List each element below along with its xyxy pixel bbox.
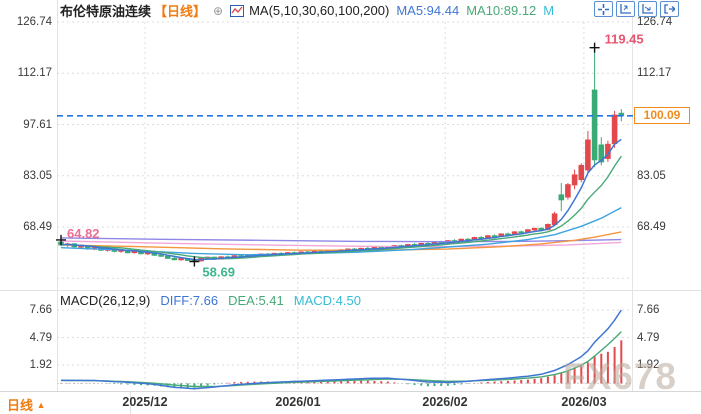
dea-line bbox=[61, 331, 622, 388]
candle-body bbox=[531, 227, 538, 231]
candle bbox=[585, 130, 591, 174]
plot-right-border bbox=[632, 0, 633, 391]
main-y-axis-label-right: 83.05 bbox=[637, 170, 666, 182]
candle-body bbox=[491, 235, 498, 238]
macd-y-axis-label-right: 1.92 bbox=[637, 359, 660, 371]
chart-type-icon[interactable] bbox=[230, 4, 245, 17]
candle-body bbox=[164, 255, 171, 259]
macd-settings-label[interactable]: MACD(26,12,9) bbox=[60, 293, 151, 308]
main-y-axis-label-left: 126.74 bbox=[16, 16, 52, 28]
instrument-title: 布伦特原油连续 bbox=[60, 4, 152, 19]
ma10-line bbox=[60, 155, 622, 260]
candle bbox=[171, 256, 178, 261]
candle-body bbox=[571, 174, 578, 186]
main-y-axis-label-left: 112.17 bbox=[17, 67, 52, 79]
candle bbox=[578, 163, 585, 183]
panel-separator bbox=[0, 290, 701, 291]
x-axis-month-label: 2026/01 bbox=[275, 395, 321, 409]
candle-body bbox=[158, 254, 164, 257]
extreme-cross-marker bbox=[56, 234, 66, 245]
bottom-bar-divider bbox=[130, 392, 131, 414]
candle bbox=[491, 234, 498, 238]
main-y-axis-label-right: 68.49 bbox=[637, 221, 666, 233]
ma-settings-label[interactable]: MA(5,10,30,60,100,200) bbox=[249, 3, 390, 18]
main-y-axis-label-right: 126.74 bbox=[637, 16, 673, 28]
candle-body bbox=[518, 231, 525, 234]
macd-y-axis-label-right: 4.79 bbox=[637, 332, 660, 344]
diff-legend: DIFF:7.66 bbox=[160, 293, 219, 308]
candle bbox=[178, 257, 184, 261]
candle bbox=[531, 227, 538, 232]
candle bbox=[518, 230, 525, 234]
ma10-legend: MA10:89.12 bbox=[466, 3, 537, 18]
candle-body bbox=[558, 194, 565, 201]
time-axis-bar: 日线 ▲ 2025/12 2026/01 2026/02 2026/03 bbox=[0, 391, 701, 414]
x-axis-month-label: 2026/03 bbox=[561, 395, 607, 409]
diff-line bbox=[60, 309, 622, 390]
chart-toolbar bbox=[594, 1, 679, 17]
ma30-line bbox=[60, 206, 622, 256]
crosshair-icon[interactable] bbox=[594, 1, 613, 17]
macd-y-axis-label-left: 7.66 bbox=[29, 304, 52, 316]
fit-right-axis-icon[interactable] bbox=[638, 1, 657, 17]
current-price-badge: 100.09 bbox=[634, 107, 690, 124]
candle bbox=[505, 232, 511, 236]
candle-body bbox=[171, 257, 178, 261]
candle-body bbox=[591, 89, 598, 161]
candle-body bbox=[598, 144, 605, 163]
ma-more-legend: M bbox=[543, 3, 555, 18]
period-selector-button[interactable]: 日线 ▲ bbox=[7, 395, 46, 414]
candle bbox=[565, 183, 571, 200]
ma60-line bbox=[60, 231, 622, 251]
add-indicator-icon[interactable]: ⊕ bbox=[213, 3, 224, 18]
macd-value-legend: MACD:4.50 bbox=[293, 293, 361, 308]
main-y-axis-label-left: 68.49 bbox=[23, 221, 52, 233]
candle-body bbox=[505, 233, 511, 236]
macd-y-axis-label-left: 1.92 bbox=[29, 359, 52, 371]
gridlines bbox=[57, 21, 632, 390]
plot-left-border bbox=[57, 0, 58, 391]
macd-histogram bbox=[60, 340, 623, 388]
period-selector-label: 日线 bbox=[7, 398, 34, 413]
fit-left-axis-icon[interactable] bbox=[616, 1, 635, 17]
candle-body bbox=[178, 258, 184, 261]
ma5-legend: MA5:94.44 bbox=[396, 3, 460, 18]
dea-legend: DEA:5.41 bbox=[228, 293, 284, 308]
x-axis-month-label: 2025/12 bbox=[122, 395, 168, 409]
candle bbox=[478, 236, 484, 239]
candle-body bbox=[578, 164, 585, 180]
chart-header: 布伦特原油连续 【日线】 ⊕ MA(5,10,30,60,100,200) MA… bbox=[60, 2, 554, 19]
extreme-cross-marker bbox=[189, 256, 200, 267]
period-label[interactable]: 【日线】 bbox=[154, 4, 207, 19]
candle-body bbox=[611, 114, 618, 145]
candle bbox=[558, 183, 565, 212]
annotation-low: 58.69 bbox=[202, 264, 235, 279]
candle bbox=[591, 47, 598, 168]
candle-body bbox=[478, 237, 484, 239]
main-y-axis-label-left: 83.05 bbox=[23, 170, 52, 182]
main-y-axis-label-left: 97.61 bbox=[23, 119, 52, 131]
exit-chart-icon[interactable] bbox=[660, 1, 679, 17]
macd-y-axis-label-right: 7.66 bbox=[637, 304, 660, 316]
annotation-high: 119.45 bbox=[605, 32, 644, 47]
x-axis-month-label: 2026/02 bbox=[422, 395, 468, 409]
extreme-cross-marker bbox=[589, 42, 600, 53]
macd-y-axis-label-left: 4.79 bbox=[29, 332, 52, 344]
annotation-start-high: 64.82 bbox=[67, 226, 100, 241]
candle-body bbox=[565, 184, 571, 198]
ma200-line bbox=[60, 237, 622, 243]
candle-body bbox=[585, 139, 591, 171]
main-y-axis-label-right: 112.17 bbox=[637, 67, 672, 79]
ma5-line bbox=[60, 138, 622, 261]
period-dropdown-arrow-icon: ▲ bbox=[36, 400, 46, 410]
candle bbox=[571, 169, 578, 190]
macd-header: MACD(26,12,9) DIFF:7.66 DEA:5.41 MACD:4.… bbox=[60, 293, 361, 308]
candles bbox=[58, 47, 625, 262]
